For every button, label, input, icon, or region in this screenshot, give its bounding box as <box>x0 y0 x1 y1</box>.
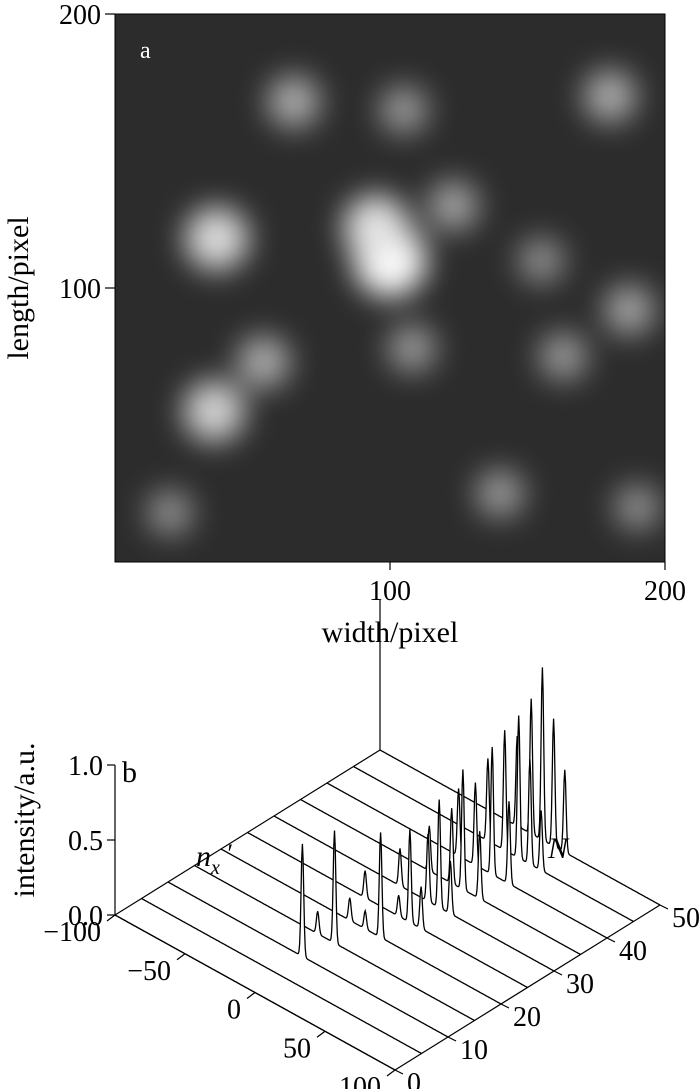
z-axis-label: intensity/a.u. <box>8 743 41 898</box>
panel-a: a 100 200 100 200 length/pixel width/pixel <box>2 0 686 649</box>
trace-line <box>220 832 502 1005</box>
nx-tick-label: 50 <box>283 1033 311 1064</box>
nx-tick-label: −100 <box>43 917 101 948</box>
panel-a-label: a <box>140 38 151 64</box>
N-tick-label: 0 <box>407 1068 421 1089</box>
nx-tick-label: −50 <box>127 956 171 987</box>
N-tick-label: 10 <box>460 1035 488 1066</box>
N-tick-label: 30 <box>566 969 594 1000</box>
N-tick-label: 50 <box>672 903 700 934</box>
trace-line <box>326 746 608 939</box>
x-tick-label: 200 <box>644 576 686 607</box>
panel-b-label: b <box>122 756 137 789</box>
heatmap-spot <box>343 195 409 261</box>
heatmap-spot <box>614 484 661 530</box>
N-tick-label: 40 <box>619 936 647 967</box>
panel-b: 0.0 0.5 1.0 −100 −50 0 50 100 0 10 20 30 40 50 b in… <box>8 600 700 1089</box>
y-axis-ticks: 100 200 <box>59 0 115 305</box>
heatmap-spot <box>379 86 428 134</box>
heatmap-spot <box>147 489 193 536</box>
y-axis-label: length/pixel <box>2 216 35 359</box>
nx-tick <box>386 1069 396 1077</box>
nx-axis-ticks: −100 −50 0 50 100 <box>43 914 396 1089</box>
y-tick-label: 200 <box>59 0 101 31</box>
z-tick-label: 0.5 <box>68 826 103 857</box>
trace-line <box>141 897 422 1055</box>
z-axis-ticks: 0.0 0.5 1.0 <box>68 751 115 932</box>
N-tick <box>606 937 616 943</box>
nx-tick <box>316 1030 326 1038</box>
z-tick-label: 1.0 <box>68 751 103 782</box>
N-tick <box>447 1036 457 1042</box>
N-tick <box>394 1069 404 1075</box>
x-tick-label: 100 <box>369 576 411 607</box>
heatmap-spot <box>237 335 290 389</box>
heatmap-spot <box>604 284 655 335</box>
nx-tick <box>106 914 116 922</box>
N-tick <box>500 1003 510 1009</box>
heatmap-spot <box>476 469 524 518</box>
heatmap-spot <box>185 207 249 271</box>
trace-line <box>273 799 555 972</box>
heatmap-spots <box>147 70 661 536</box>
heatmap-spot <box>388 324 436 373</box>
trace-fill <box>194 830 475 1021</box>
N-tick-label: 20 <box>513 1002 541 1033</box>
N-tick <box>553 970 563 976</box>
y-tick-label: 100 <box>59 274 101 305</box>
heatmap-spot <box>583 70 637 123</box>
N-axis-label: N <box>547 832 570 865</box>
heatmap-spot <box>428 180 479 231</box>
x-axis-ticks: 100 200 <box>369 562 686 607</box>
heatmap-spot <box>183 380 245 442</box>
nx-tick <box>176 953 186 961</box>
heatmap-spot <box>267 75 320 128</box>
heatmap-spot <box>539 332 588 381</box>
trace-line <box>247 829 528 989</box>
nx-tick <box>246 992 256 999</box>
trace-line <box>167 843 449 1038</box>
heatmap-spot <box>518 237 565 284</box>
N-axis-ticks: 0 10 20 30 40 50 <box>394 903 700 1089</box>
nx-tick-label: 0 <box>227 995 241 1026</box>
N-tick <box>659 904 669 910</box>
x-axis-label: width/pixel <box>322 616 459 649</box>
trace-line <box>194 830 475 1022</box>
nx-axis-label: nx ′ <box>196 839 232 879</box>
nx-tick-label: 100 <box>339 1072 381 1089</box>
z-tick-label: 0.0 <box>68 901 103 932</box>
heatmap-area <box>115 14 665 562</box>
